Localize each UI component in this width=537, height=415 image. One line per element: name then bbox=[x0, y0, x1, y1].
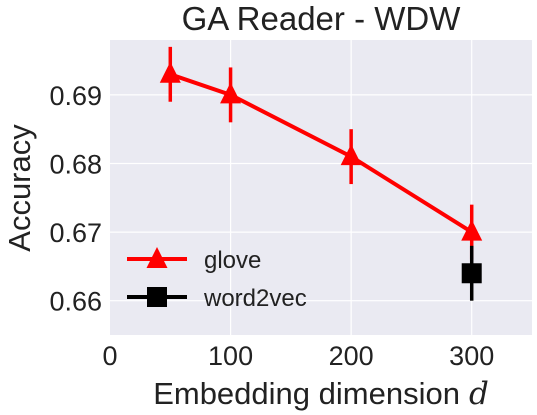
series-glove-point-1 bbox=[220, 82, 242, 104]
series-glove-point-2 bbox=[340, 144, 362, 166]
legend-word2vec-label: word2vec bbox=[203, 285, 307, 312]
legend: glove word2vec bbox=[127, 247, 307, 312]
x-tick-label-2: 200 bbox=[329, 341, 374, 371]
y-tick-label-0: 0.66 bbox=[49, 287, 102, 317]
plot-background bbox=[110, 40, 532, 335]
series-word2vec-point-0 bbox=[461, 263, 482, 284]
grid-lines bbox=[110, 40, 532, 335]
y-axis-label: Accuracy bbox=[2, 124, 37, 252]
series-glove-point-3 bbox=[461, 219, 483, 241]
series-layer bbox=[159, 46, 483, 301]
x-axis-label-text: Embedding dimension bbox=[153, 376, 460, 411]
legend-word2vec-marker bbox=[147, 287, 167, 307]
x-tick-label-3: 300 bbox=[449, 341, 494, 371]
series-glove-point-0 bbox=[159, 61, 181, 83]
y-tick-labels: 0.66 0.67 0.68 0.69 bbox=[49, 81, 102, 317]
y-tick-label-3: 0.69 bbox=[49, 81, 102, 111]
x-tick-label-0: 0 bbox=[102, 341, 117, 371]
series-word2vec bbox=[461, 245, 482, 301]
legend-glove-marker bbox=[146, 247, 168, 268]
y-tick-label-2: 0.68 bbox=[49, 149, 102, 179]
x-tick-label-1: 100 bbox=[208, 341, 253, 371]
series-glove-line bbox=[169, 72, 473, 234]
x-tick-labels: 0 100 200 300 bbox=[102, 341, 494, 371]
chart-title: GA Reader - WDW bbox=[182, 0, 462, 37]
y-tick-label-1: 0.67 bbox=[49, 218, 102, 248]
legend-glove-label: glove bbox=[204, 247, 261, 274]
series-glove bbox=[159, 46, 483, 260]
x-axis-label: Embedding dimension d bbox=[153, 376, 489, 412]
x-axis-label-variable: d bbox=[469, 376, 489, 412]
